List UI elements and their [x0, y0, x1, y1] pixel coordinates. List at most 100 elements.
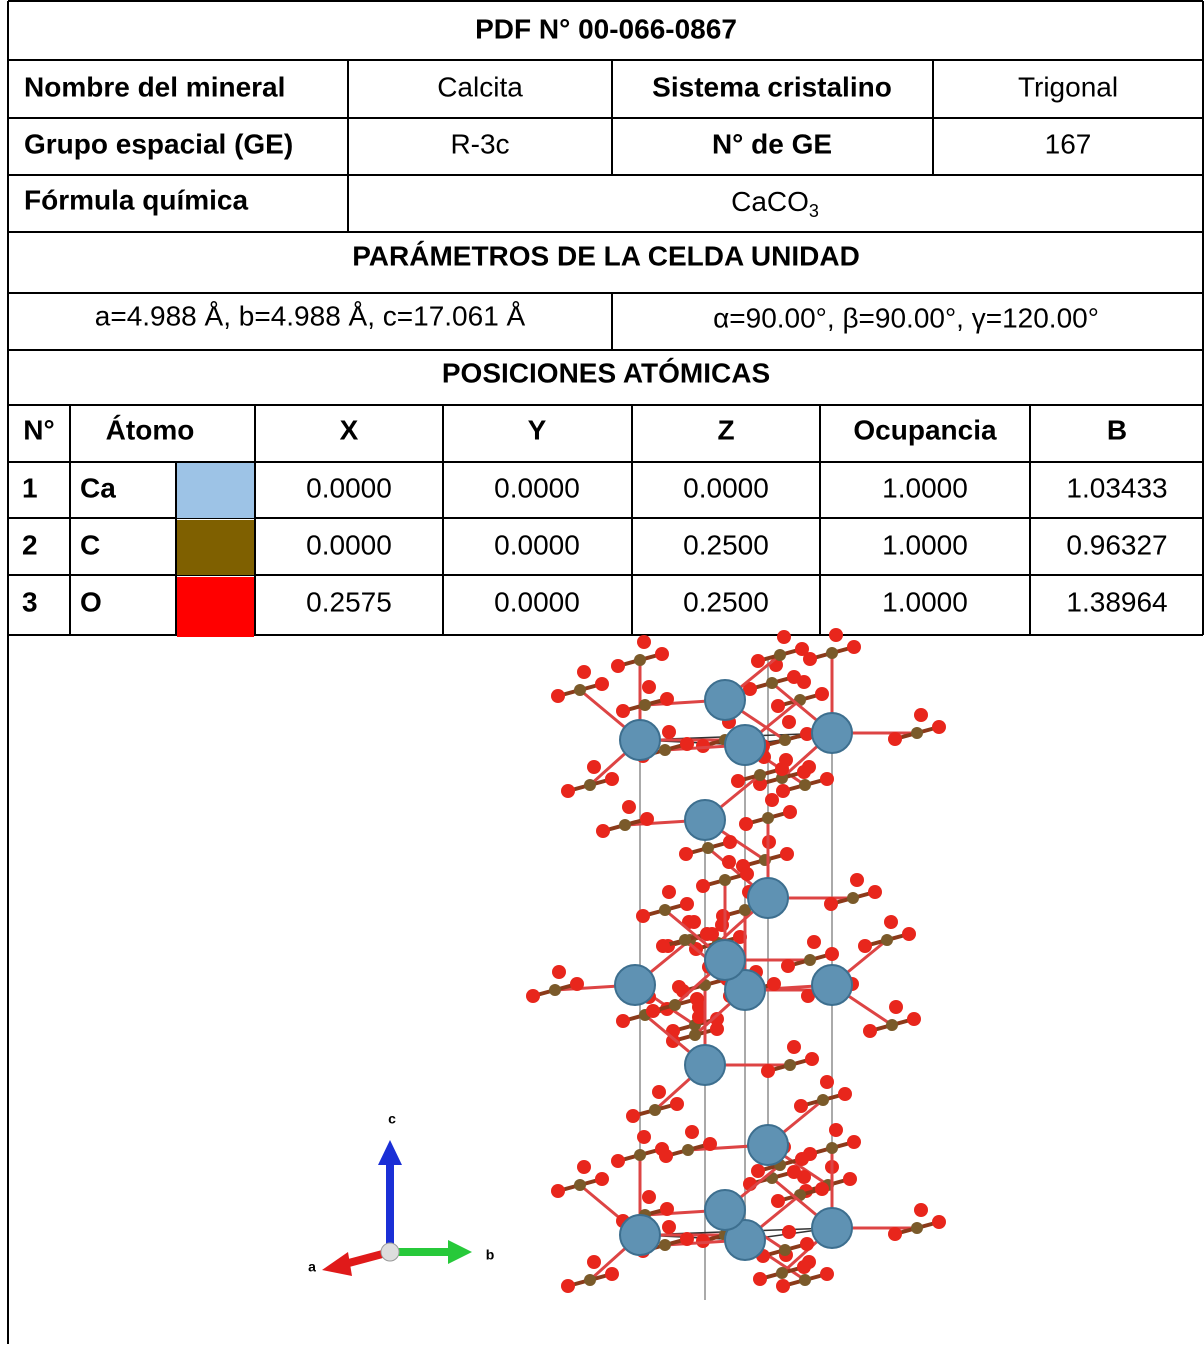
oxygen — [753, 1272, 767, 1286]
cell-value: 1.0000 — [882, 586, 968, 617]
calcium — [685, 800, 725, 840]
cell-value: 0.2575 — [306, 586, 392, 617]
value: Trigonal — [1018, 71, 1118, 102]
oxygen — [660, 1202, 674, 1216]
carbon — [574, 1179, 586, 1191]
oxygen — [551, 689, 565, 703]
carbon — [847, 892, 859, 904]
label: N° de GE — [712, 128, 832, 159]
oxygen — [680, 1232, 694, 1246]
oxygen — [670, 1097, 684, 1111]
carbon — [584, 779, 596, 791]
oxygen — [662, 725, 676, 739]
cell-value: 0.0000 — [306, 472, 392, 503]
oxygen — [605, 772, 619, 786]
oxygen — [587, 760, 601, 774]
value: R-3c — [450, 128, 509, 159]
calcium — [615, 965, 655, 1005]
oxygen — [596, 824, 610, 838]
carbon — [826, 647, 838, 659]
carbon — [634, 654, 646, 666]
carbon — [649, 1104, 661, 1116]
carbon — [886, 1019, 898, 1031]
oxygen — [751, 1164, 765, 1178]
atom-number: 2 — [22, 529, 38, 560]
oxygen — [805, 1052, 819, 1066]
cell-value: 1.0000 — [882, 529, 968, 560]
calcium — [705, 1190, 745, 1230]
oxygen — [652, 1085, 666, 1099]
column-header: Z — [717, 414, 734, 445]
oxygen — [646, 1004, 660, 1018]
carbon — [784, 1059, 796, 1071]
oxygen — [783, 805, 797, 819]
oxygen — [771, 1194, 785, 1208]
oxygen — [656, 939, 670, 953]
cell-value: 0.0000 — [306, 529, 392, 560]
column-header: Átomo — [106, 414, 195, 445]
oxygen — [829, 628, 843, 642]
oxygen — [807, 935, 821, 949]
oxygen — [825, 947, 839, 961]
oxygen — [642, 1190, 656, 1204]
oxygen — [843, 1172, 857, 1186]
oxygen — [771, 699, 785, 713]
carbon — [549, 984, 561, 996]
oxygen — [888, 1227, 902, 1241]
column-header: X — [340, 414, 359, 445]
oxygen — [642, 680, 656, 694]
oxygen — [775, 762, 789, 776]
calcium — [748, 1125, 788, 1165]
cell-value: 1.38964 — [1066, 586, 1167, 617]
formula-base: CaCO — [731, 186, 809, 217]
carbon — [817, 1094, 829, 1106]
oxygen — [838, 1087, 852, 1101]
oxygen — [820, 772, 834, 786]
oxygen — [824, 897, 838, 911]
oxygen — [902, 927, 916, 941]
oxygen — [888, 732, 902, 746]
carbon — [774, 649, 786, 661]
oxygen — [703, 1137, 717, 1151]
carbon — [669, 999, 681, 1011]
atom-number: 3 — [22, 586, 38, 617]
oxygen — [858, 939, 872, 953]
oxygen — [570, 977, 584, 991]
title: PDF N° 00-066-0867 — [475, 13, 737, 44]
oxygen — [795, 1152, 809, 1166]
oxygen — [561, 1279, 575, 1293]
carbon — [719, 874, 731, 886]
oxygen — [820, 1075, 834, 1089]
oxygen — [552, 965, 566, 979]
carbon — [689, 1029, 701, 1041]
cell-value: 1.03433 — [1066, 472, 1167, 503]
calcium — [748, 878, 788, 918]
calcium — [685, 1045, 725, 1085]
oxygen — [847, 640, 861, 654]
oxygen — [662, 885, 676, 899]
cell-value: 0.96327 — [1066, 529, 1167, 560]
carbon — [702, 842, 714, 854]
calcium — [725, 725, 765, 765]
oxygen — [655, 647, 669, 661]
column-header: N° — [23, 414, 54, 445]
oxygen — [776, 784, 790, 798]
oxygen — [889, 1000, 903, 1014]
oxygen — [815, 1182, 829, 1196]
page: PDF N° 00-066-0867 Nombre del mineral Ca… — [0, 0, 1204, 1344]
oxygen — [781, 959, 795, 973]
oxygen — [914, 1203, 928, 1217]
oxygen — [710, 1022, 724, 1036]
carbon — [659, 1239, 671, 1251]
oxygen — [696, 879, 710, 893]
atom-symbol: Ca — [80, 472, 116, 503]
column-header: Y — [528, 414, 547, 445]
oxygen — [739, 817, 753, 831]
carbon — [659, 904, 671, 916]
calcium — [812, 713, 852, 753]
axis-label: b — [486, 1247, 495, 1263]
oxygen — [690, 992, 704, 1006]
calcium — [812, 1208, 852, 1248]
oxygen — [787, 1165, 801, 1179]
